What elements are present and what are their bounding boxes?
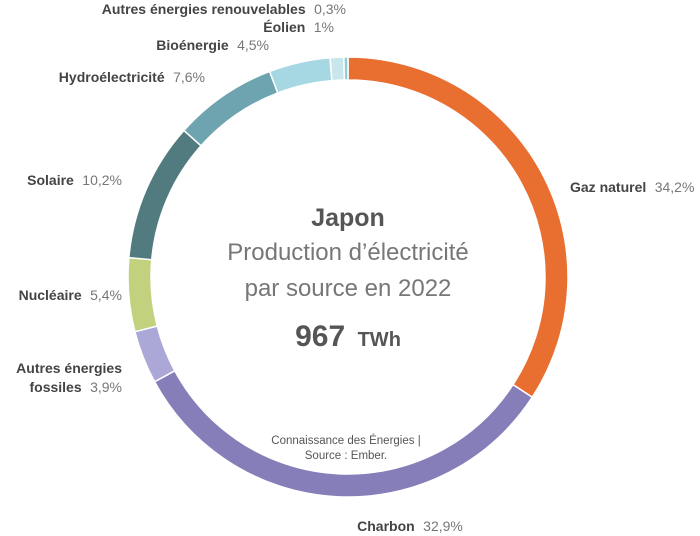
donut-slice-7 — [329, 56, 346, 82]
slice-value: 32,9% — [423, 518, 463, 534]
slice-name: Charbon — [357, 518, 415, 534]
slice-value: 0,3% — [314, 1, 346, 17]
slice-name: Éolien — [263, 19, 305, 35]
slice-value: 4,5% — [237, 37, 269, 53]
donut-ring — [127, 56, 569, 498]
donut-slice-3 — [127, 256, 159, 333]
slice-name: Nucléaire — [19, 287, 82, 303]
slice-value: 34,2% — [655, 179, 695, 195]
slice-label-solaire: Solaire 10,2% — [27, 172, 122, 189]
slice-value: 5,4% — [90, 287, 122, 303]
donut-slice-8 — [343, 56, 349, 81]
total-unit: TWh — [358, 329, 401, 351]
donut-slice-2 — [133, 325, 176, 383]
slice-name: Gaz naturel — [570, 179, 646, 195]
center-country: Japon — [311, 204, 385, 232]
slice-label-hydroelectricite: Hydroélectricité 7,6% — [59, 69, 205, 86]
slice-label-gaz-naturel: Gaz naturel 34,2% — [570, 179, 694, 196]
center-title-line1: Production d’électricité — [227, 239, 468, 266]
slice-name: Bioénergie — [156, 37, 229, 53]
slice-value: 7,6% — [173, 69, 205, 85]
slice-label-bioenergie: Bioénergie 4,5% — [156, 37, 269, 54]
slice-name: Solaire — [27, 172, 74, 188]
slice-value: 10,2% — [82, 172, 122, 188]
credit-line1: Connaissance des Énergies | — [271, 434, 420, 447]
donut-slice-4 — [128, 129, 203, 261]
slice-name: fossiles — [29, 379, 81, 395]
slice-value: 1% — [314, 19, 334, 35]
slice-label-charbon: Charbon 32,9% — [357, 518, 463, 535]
slice-name: Hydroélectricité — [59, 69, 165, 85]
slice-label-nucleaire: Nucléaire 5,4% — [19, 287, 122, 304]
slice-label-autres-renouvelables: Autres énergies renouvelables 0,3% — [102, 1, 346, 18]
slice-label-eolien: Éolien 1% — [263, 19, 334, 36]
center-title-line2: par source en 2022 — [245, 275, 452, 302]
slice-label-autres-fossiles-line2: fossiles 3,9% — [29, 379, 122, 396]
slice-label-autres-fossiles-line1: Autres énergies — [16, 360, 122, 376]
center-total: 967 TWh — [295, 320, 401, 353]
total-value: 967 — [295, 320, 345, 353]
donut-slice-6 — [268, 56, 333, 94]
credit-line2: Source : Ember. — [305, 450, 387, 462]
donut-slice-1 — [153, 369, 534, 498]
slice-name: Autres énergies renouvelables — [102, 1, 306, 17]
slice-value: 3,9% — [90, 379, 122, 395]
